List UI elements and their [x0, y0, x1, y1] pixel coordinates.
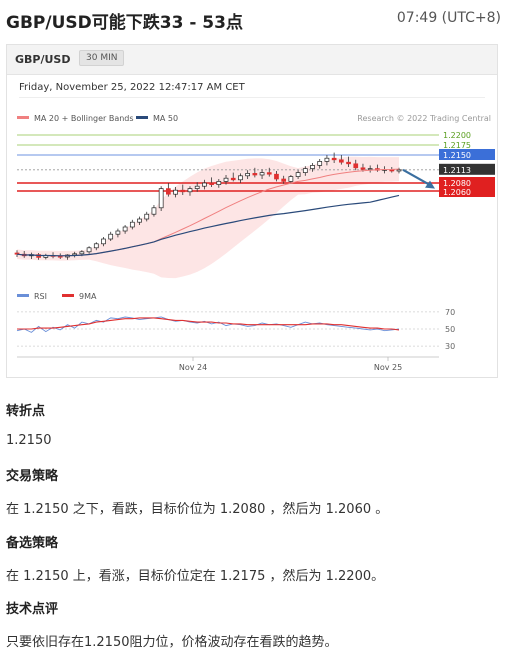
- candle: [331, 157, 337, 161]
- comment-heading: 技术点评: [6, 602, 59, 617]
- rsi-ma-legend-swatch: [62, 294, 74, 297]
- candle: [281, 178, 287, 182]
- rsi-level-label: 50: [445, 325, 455, 334]
- candle: [173, 189, 178, 195]
- article-header: GBP/USD可能下跌33 - 53点 07:49 (UTC+8): [0, 0, 511, 40]
- candle: [101, 238, 106, 245]
- price-chart: MA 20 + Bollinger Bands MA 50 Research ©…: [14, 114, 495, 372]
- candle: [158, 188, 164, 209]
- rsi-legend-swatch: [17, 294, 29, 297]
- page-title: GBP/USD可能下跌33 - 53点: [6, 13, 243, 33]
- chart-date: Friday, November 25, 2022 12:47:17 AM CE…: [19, 82, 245, 93]
- rsi-legend: RSI 9MA: [17, 292, 97, 301]
- strategy-text: 在 1.2150 之下，看跌，目标价位为 1.2080 ，然后为 1.2060 …: [6, 502, 389, 517]
- rsi-panel: 70 50 30: [16, 308, 455, 351]
- candle: [238, 175, 243, 181]
- pivot-text: 1.2150: [6, 433, 52, 448]
- rsi-level-label: 30: [445, 342, 455, 351]
- divider: [19, 97, 485, 98]
- x-tick-label: Nov 25: [374, 363, 402, 372]
- chart-legend: MA 20 + Bollinger Bands MA 50 Research ©…: [17, 114, 491, 123]
- bollinger-band: [17, 156, 399, 279]
- candle: [367, 168, 373, 170]
- candle: [194, 185, 200, 189]
- timeframe-badge: 30 MIN: [79, 50, 125, 66]
- candle: [230, 177, 236, 181]
- candle: [187, 188, 193, 193]
- candle: [266, 172, 272, 175]
- level-label: 1.2113: [443, 166, 471, 175]
- chart-card: GBP/USD 30 MIN Friday, November 25, 2022…: [6, 44, 498, 378]
- level-label: 1.2175: [443, 141, 471, 150]
- level-label-bg: [439, 149, 495, 160]
- candle: [180, 189, 186, 193]
- chart-symbol: GBP/USD: [15, 53, 71, 66]
- level-label: 1.2080: [443, 179, 471, 188]
- ma20-legend-swatch: [17, 116, 29, 119]
- candle: [166, 188, 171, 195]
- x-tick-label: Nov 24: [179, 363, 207, 372]
- rsi-ma-line: [17, 317, 400, 331]
- candle: [93, 243, 99, 249]
- rsi-level-label: 70: [445, 308, 455, 317]
- candle: [115, 230, 121, 235]
- strategy-heading: 交易策略: [6, 469, 59, 484]
- chart-card-header: GBP/USD 30 MIN: [7, 45, 497, 75]
- candle: [137, 218, 142, 223]
- candle: [302, 168, 308, 173]
- ma20-legend-label: MA 20 + Bollinger Bands: [34, 114, 134, 123]
- ma50-legend-swatch: [136, 116, 148, 119]
- level-label: 1.2060: [443, 188, 471, 197]
- level-label: 1.2200: [443, 131, 471, 140]
- candle: [144, 213, 150, 220]
- candle: [79, 251, 85, 255]
- candle: [209, 182, 214, 185]
- candle: [216, 181, 222, 185]
- candle: [259, 172, 265, 176]
- candle: [295, 172, 301, 177]
- candle: [274, 173, 279, 180]
- candle: [252, 173, 258, 176]
- candle: [86, 247, 92, 253]
- candle: [310, 165, 315, 169]
- level-label-bg: [439, 186, 495, 197]
- level-label: 1.2150: [443, 151, 471, 160]
- candle: [223, 177, 229, 182]
- candle: [245, 173, 250, 177]
- candle: [360, 167, 366, 170]
- level-label-bg: [439, 129, 495, 140]
- arrow-head: [425, 180, 435, 189]
- publish-time: 07:49 (UTC+8): [396, 10, 501, 26]
- candle: [122, 226, 128, 232]
- candle: [396, 169, 402, 172]
- candle: [72, 253, 78, 256]
- rsi-legend-label: RSI: [34, 292, 47, 301]
- candle: [317, 161, 323, 166]
- level-label-bg: [439, 163, 495, 175]
- candle: [346, 161, 351, 165]
- projection-arrow: [402, 168, 432, 187]
- comment-text: 只要依旧存在1.2150阻力位，价格波动存在看跌的趋势。: [6, 635, 338, 650]
- candle: [353, 163, 359, 169]
- x-axis: Nov 24 Nov 25: [17, 356, 439, 372]
- ma50-legend-label: MA 50: [153, 114, 178, 123]
- candle: [108, 233, 114, 240]
- candle: [288, 176, 294, 182]
- candle: [324, 157, 330, 162]
- alternative-heading: 备选策略: [6, 536, 59, 551]
- candle: [129, 221, 135, 228]
- level-label-bg: [439, 177, 495, 188]
- alternative-text: 在 1.2150 上，看涨，目标价位定在 1.2175 ，然后为 1.2200。: [6, 569, 385, 584]
- candle: [202, 182, 207, 187]
- chart-source: Research © 2022 Trading Central: [357, 114, 491, 123]
- pivot-heading: 转折点: [6, 404, 46, 419]
- rsi-ma-legend-label: 9MA: [79, 292, 97, 301]
- ma50-line: [16, 194, 400, 257]
- candle: [338, 159, 344, 163]
- candle: [151, 207, 157, 215]
- level-label-bg: [439, 139, 495, 150]
